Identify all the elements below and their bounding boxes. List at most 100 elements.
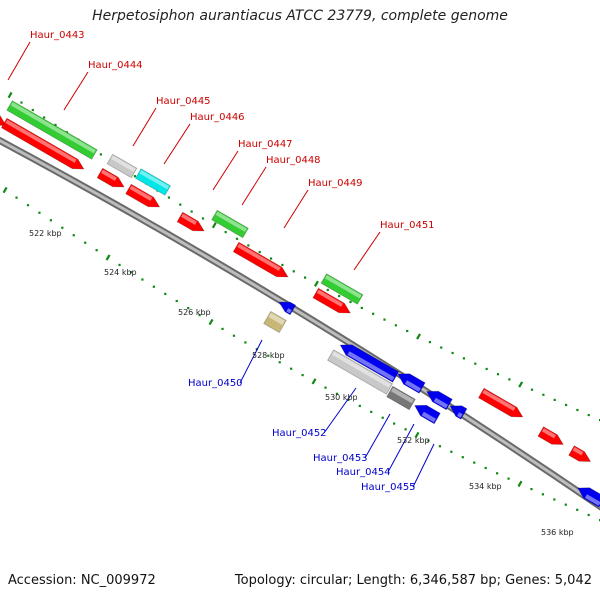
major-tick [2, 186, 8, 194]
minor-tick [360, 306, 363, 310]
gene-haur-0448-shape [176, 211, 205, 232]
forward-gene-label: Haur_0449 [308, 178, 363, 189]
backbone-group [0, 136, 600, 511]
gene-haur-0453-highlight [391, 387, 414, 404]
minor-tick [576, 508, 579, 511]
minor-tick [324, 386, 327, 389]
gene-blue-b [339, 344, 400, 383]
minor-tick [496, 472, 499, 475]
minor-tick [61, 226, 64, 229]
gene-blue-e-highlight [457, 412, 463, 418]
minor-tick [49, 219, 52, 222]
gene-blue-d [426, 390, 453, 411]
minor-tick [99, 153, 102, 156]
gene-haur-0444-highlight [10, 102, 96, 154]
minor-tick [43, 116, 46, 119]
gene-haur-0446-shape [134, 168, 172, 196]
gene-red-e-shape [477, 387, 524, 418]
gene-haur-0445 [106, 153, 138, 179]
label-leader-line [163, 123, 191, 165]
minor-tick [564, 503, 567, 506]
forward-gene-label: Haur_0446 [190, 112, 245, 123]
gene-red-f [537, 426, 564, 445]
minor-tick [428, 340, 432, 344]
gene-blue-c-shape [397, 373, 426, 394]
gene-haur-0450-highlight [268, 312, 285, 326]
forward-gene-label: Haur_0448 [266, 155, 321, 166]
gene-haur-0446-highlight [139, 170, 170, 190]
scale-label: 536 kbp [541, 528, 574, 537]
label-leader-line [132, 107, 157, 147]
minor-tick [20, 101, 23, 104]
gene-haur-0451-shape [320, 273, 364, 305]
forward-gene-label: Haur_0443 [30, 30, 85, 41]
gene-haur-0448 [176, 211, 205, 232]
minor-tick [406, 329, 409, 333]
minor-tick [450, 450, 453, 453]
gene-red-e-highlight [482, 389, 516, 411]
reverse-gene-label: Haur_0455 [361, 482, 416, 493]
gene-features [0, 100, 600, 508]
gene-blue-a [278, 301, 297, 316]
reverse-gene-label: Haur_0450 [188, 378, 243, 389]
minor-tick [393, 422, 396, 425]
label-leader-line [323, 387, 357, 434]
minor-tick [141, 278, 144, 281]
minor-tick [278, 361, 281, 364]
forward-gene-label: Haur_0447 [238, 139, 293, 150]
gene-haur-0455 [577, 487, 600, 508]
gene-haur-0445-shape [106, 153, 138, 179]
major-tick [414, 431, 420, 439]
gene-red-b-shape [96, 167, 125, 188]
minor-tick [338, 294, 341, 298]
gene-blue-e-shape [449, 405, 468, 420]
minor-tick [292, 270, 295, 273]
gene-haur-0455-shape [577, 487, 600, 508]
gene-red-a-highlight [5, 119, 77, 163]
gene-red-e [477, 387, 524, 418]
minor-tick [15, 196, 18, 199]
label-leader-line [283, 189, 309, 229]
major-tick [517, 480, 523, 487]
minor-tick [370, 410, 373, 413]
map-title: Herpetosiphon aurantiacus ATCC 23779, co… [92, 8, 508, 24]
minor-tick [198, 314, 201, 317]
gene-red-b-highlight [101, 169, 117, 181]
minor-tick [326, 288, 329, 292]
gene-haur-0447-highlight [215, 211, 247, 232]
gene-blue-a-highlight [286, 308, 292, 314]
gene-red-c-shape [125, 183, 161, 208]
minor-tick [290, 367, 293, 370]
gene-haur-0444 [6, 100, 98, 160]
gene-haur-0454 [414, 404, 441, 425]
label-leader-line [239, 339, 263, 384]
label-leader-line [241, 166, 267, 206]
major-tick [416, 333, 422, 340]
minor-tick [232, 334, 236, 337]
label-leader-line [212, 150, 239, 191]
gene-haur-0449-shape [232, 241, 289, 278]
reverse-gene-label: Haur_0453 [313, 453, 368, 464]
minor-tick [167, 196, 171, 199]
minor-tick [451, 351, 454, 355]
gene-red-d-shape [312, 287, 352, 314]
minor-tick [507, 477, 510, 480]
gene-red-a-shape [0, 117, 85, 170]
minor-tick [38, 211, 41, 214]
gene-haur-0453 [386, 385, 416, 411]
minor-tick [267, 354, 270, 357]
scale-label: 534 kbp [469, 482, 502, 491]
major-tick [211, 222, 217, 229]
gene-labels: Haur_0443 Haur_0444 Haur_0445 Haur_0446 Haur… [7, 30, 435, 493]
gene-red-f-highlight [541, 428, 556, 439]
gene-haur-0454-shape [414, 404, 441, 425]
gene-haur-0446 [134, 168, 172, 196]
gene-haur-0452 [327, 349, 393, 395]
gene-haur-0449-highlight [237, 243, 281, 271]
minor-tick [553, 398, 556, 401]
gene-blue-d-shape [426, 390, 453, 411]
scale-label: 524 kbp [104, 268, 137, 277]
gene-blue-c-highlight [404, 380, 421, 392]
label-leader-line [7, 41, 31, 81]
minor-tick [383, 318, 386, 321]
